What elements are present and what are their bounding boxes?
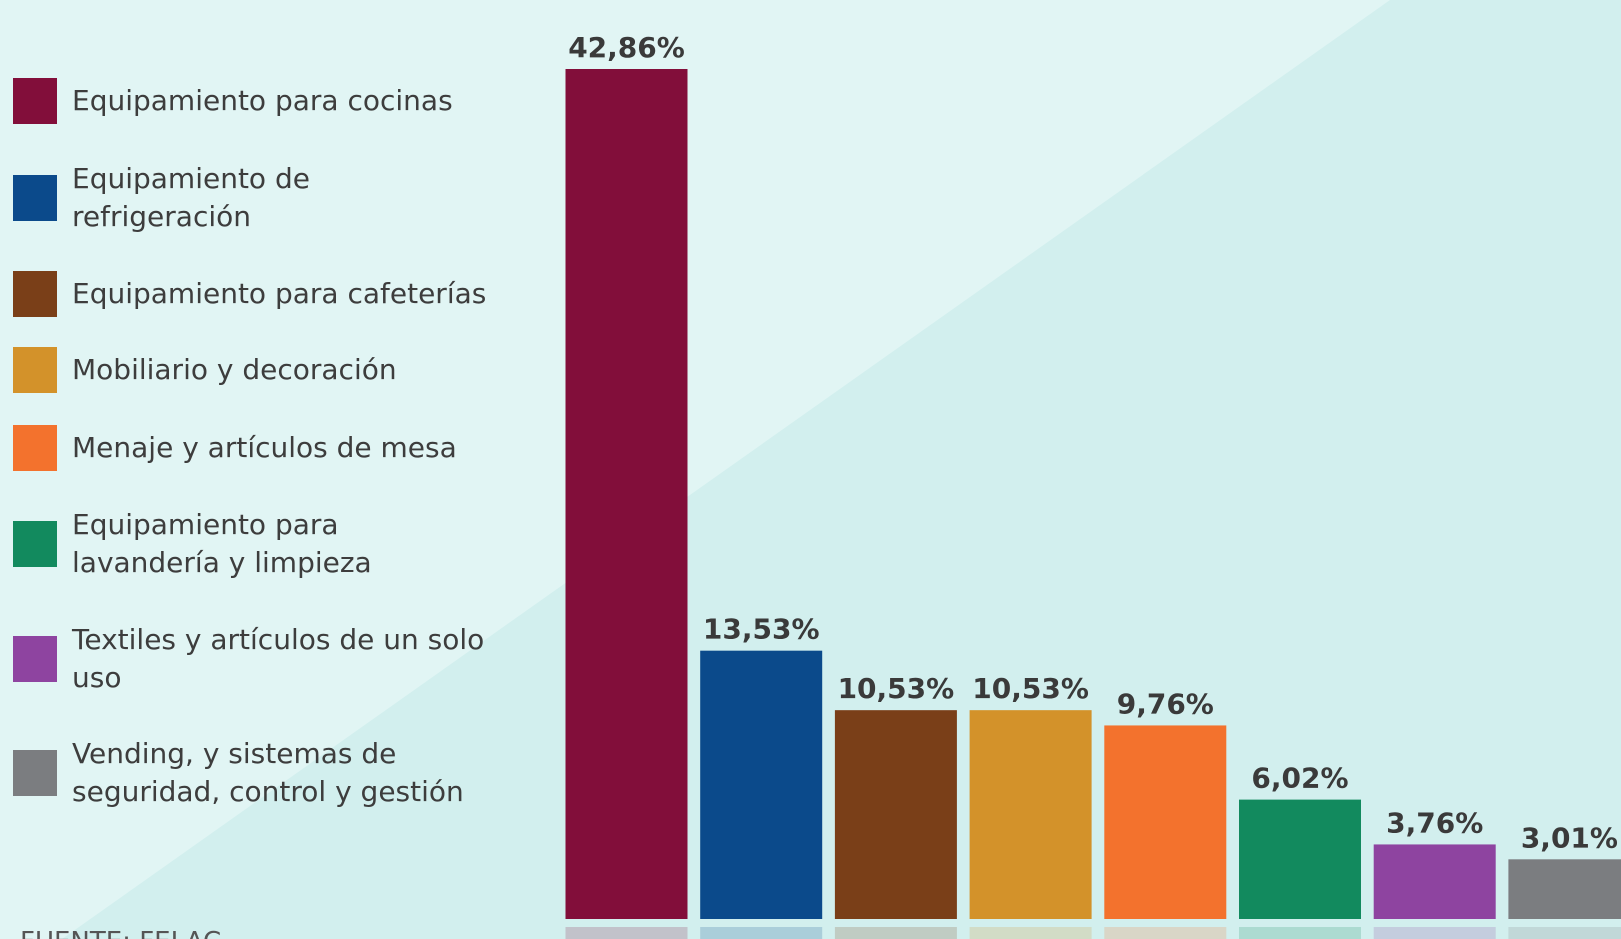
bar-base bbox=[565, 927, 688, 939]
legend-label: Equipamiento para lavandería y limpieza bbox=[72, 508, 372, 579]
bar bbox=[1239, 799, 1361, 919]
bar bbox=[565, 69, 688, 919]
bar-base bbox=[700, 927, 823, 939]
legend-label: Textiles y artículos de un solo uso bbox=[72, 623, 485, 694]
legend-label: Equipamiento para cocinas bbox=[72, 84, 453, 117]
value-label: 10,53% bbox=[972, 672, 1089, 705]
bar bbox=[969, 710, 1092, 919]
bar bbox=[1508, 859, 1621, 919]
legend-label: Equipamiento para cafeterías bbox=[72, 277, 487, 310]
bar bbox=[834, 710, 957, 919]
bar bbox=[1104, 725, 1227, 919]
bar-base bbox=[969, 927, 1092, 939]
bar-base bbox=[1239, 927, 1361, 939]
legend-label: Mobiliario y decoración bbox=[72, 353, 397, 386]
legend-swatch bbox=[13, 425, 57, 471]
legend-item: Textiles y artículos de un solo uso bbox=[13, 623, 542, 694]
legend-swatch bbox=[13, 636, 57, 682]
legend-item: Menaje y artículos de mesa bbox=[13, 425, 592, 471]
bar bbox=[1373, 844, 1496, 919]
legend-label: Vending, y sistemas de seguridad, contro… bbox=[72, 737, 464, 808]
value-label: 42,86% bbox=[568, 31, 685, 64]
legend-item: Equipamiento para cocinas bbox=[13, 78, 592, 124]
bar-base bbox=[1508, 927, 1621, 939]
legend-item: Equipamiento de refrigeración bbox=[13, 162, 402, 233]
value-label: 13,53% bbox=[703, 613, 820, 646]
background-band bbox=[62, 0, 1621, 939]
legend-label: Equipamiento de refrigeración bbox=[72, 162, 310, 233]
value-label: 3,76% bbox=[1386, 806, 1483, 839]
legend-item: Vending, y sistemas de seguridad, contro… bbox=[13, 737, 522, 808]
legend-swatch bbox=[13, 175, 57, 221]
legend-item: Equipamiento para cafeterías bbox=[13, 271, 592, 317]
bar-base bbox=[834, 927, 957, 939]
bar bbox=[700, 650, 823, 919]
legend-swatch bbox=[13, 521, 57, 567]
bar-base bbox=[1104, 927, 1227, 939]
value-label: 9,76% bbox=[1117, 687, 1214, 720]
legend-swatch bbox=[13, 78, 57, 124]
value-label: 3,01% bbox=[1521, 821, 1618, 854]
value-label: 10,53% bbox=[838, 672, 955, 705]
legend-swatch bbox=[13, 750, 57, 796]
bar-base bbox=[1373, 927, 1496, 939]
source: FUENTE: FELAC bbox=[20, 927, 221, 939]
legend-item: Mobiliario y decoración bbox=[13, 347, 592, 393]
legend-label: Menaje y artículos de mesa bbox=[72, 431, 457, 464]
legend-swatch bbox=[13, 347, 57, 393]
value-label: 6,02% bbox=[1251, 762, 1348, 795]
legend-item: Equipamiento para lavandería y limpieza bbox=[13, 508, 432, 579]
legend-swatch bbox=[13, 271, 57, 317]
